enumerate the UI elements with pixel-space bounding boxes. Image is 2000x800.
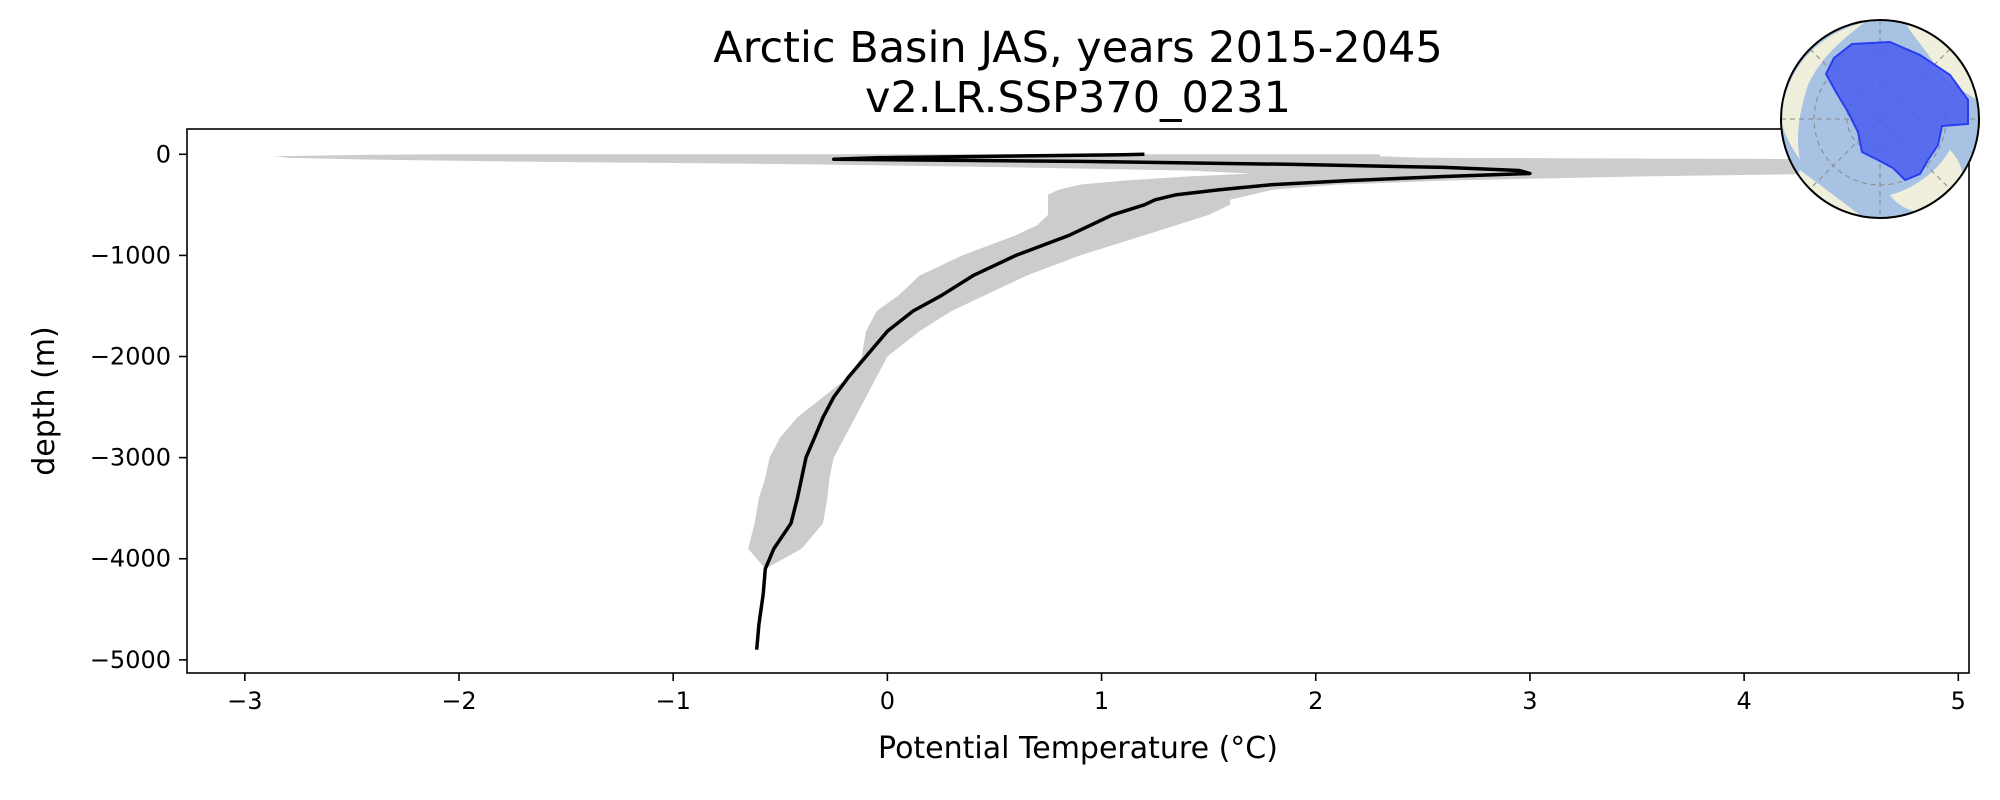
map-land bbox=[1781, 22, 1865, 160]
x-tick-label: −1 bbox=[655, 687, 690, 715]
x-tick-label: 2 bbox=[1308, 687, 1323, 715]
y-tick-label: −3000 bbox=[90, 444, 171, 472]
x-tick-label: 4 bbox=[1736, 687, 1751, 715]
map-land bbox=[1905, 22, 1978, 100]
y-tick-label: −1000 bbox=[90, 241, 171, 269]
y-tick-label: −4000 bbox=[90, 545, 171, 573]
x-tick-label: 0 bbox=[880, 687, 895, 715]
chart-subtitle: v2.LR.SSP370_0231 bbox=[865, 73, 1291, 123]
temperature-range-band bbox=[274, 154, 1937, 569]
y-tick-label: −5000 bbox=[90, 646, 171, 674]
x-axis: −3 −2 −1 0 1 2 3 4 5 bbox=[227, 673, 1966, 715]
map-arctic-basin-region bbox=[1824, 40, 1969, 182]
x-tick-label: 1 bbox=[1094, 687, 1109, 715]
chart-title: Arctic Basin JAS, years 2015-2045 bbox=[713, 23, 1442, 73]
x-axis-label: Potential Temperature (°C) bbox=[878, 731, 1278, 766]
map-land bbox=[1792, 170, 1860, 215]
inset-region-map bbox=[1780, 19, 1980, 219]
x-tick-label: 5 bbox=[1951, 687, 1966, 715]
map-meridian bbox=[1809, 48, 1951, 190]
x-tick-label: 3 bbox=[1522, 687, 1537, 715]
x-tick-label: −2 bbox=[441, 687, 476, 715]
axes-frame bbox=[186, 128, 1970, 674]
y-axis: 0 −1000 −2000 −3000 −4000 −5000 bbox=[90, 140, 187, 674]
x-tick-label: −3 bbox=[227, 687, 262, 715]
mean-temperature-line bbox=[754, 152, 1532, 650]
y-tick-label: 0 bbox=[156, 140, 171, 168]
plot-area bbox=[186, 128, 1970, 674]
y-tick-label: −2000 bbox=[90, 343, 171, 371]
map-border bbox=[1780, 19, 1980, 219]
y-axis-label: depth (m) bbox=[27, 326, 62, 476]
map-meridian bbox=[1809, 48, 1951, 190]
